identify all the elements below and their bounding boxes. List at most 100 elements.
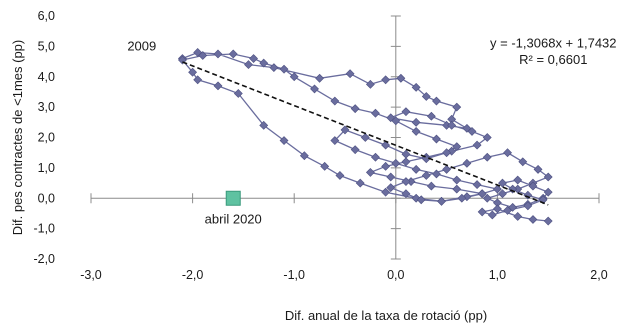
data-point (213, 81, 223, 91)
data-point (426, 111, 436, 121)
data-point (487, 210, 497, 220)
data-point (528, 215, 538, 224)
data-point (421, 171, 431, 180)
x-axis-ticks: -3,0 -2,0 -1,0 0,0 1,0 2,0 (80, 193, 608, 282)
data-point (452, 184, 462, 194)
data-point (543, 172, 553, 182)
data-point (432, 169, 441, 179)
y-tick-label: -2,0 (33, 252, 55, 266)
x-tick-label: 1,0 (489, 268, 506, 282)
data-point (381, 187, 391, 197)
data-point (442, 164, 452, 174)
data-point (193, 75, 203, 85)
data-point (345, 69, 355, 79)
data-point (411, 164, 421, 174)
data-point (386, 183, 396, 193)
y-tick-label: 3,0 (38, 100, 55, 114)
highlight-point (225, 190, 241, 206)
y-tick-label: 4,0 (38, 70, 55, 84)
data-point (447, 120, 457, 130)
data-point (188, 67, 198, 77)
data-point (279, 64, 289, 74)
data-point (371, 152, 380, 162)
data-point (411, 82, 421, 92)
data-point (396, 73, 406, 83)
data-point (360, 133, 370, 142)
data-point (381, 140, 391, 150)
y-tick-label: 5,0 (38, 39, 55, 53)
annotation-label: 2009 (127, 38, 156, 53)
data-point (543, 216, 553, 226)
data-point (523, 201, 533, 211)
data-point (492, 184, 502, 194)
data-point (391, 116, 401, 126)
data-point (482, 133, 492, 142)
data-point (452, 102, 462, 112)
data-point (472, 140, 482, 150)
data-point (299, 151, 309, 161)
data-point (401, 149, 411, 159)
data-point (411, 117, 421, 127)
data-point (452, 142, 462, 152)
y-tick-label: 0,0 (38, 191, 55, 205)
y-axis-ticks: -2,0 -1,0 0,0 1,0 2,0 3,0 4,0 5,0 6,0 (33, 9, 401, 266)
data-point (269, 63, 279, 73)
data-point (320, 161, 330, 171)
data-point (513, 175, 523, 185)
data-point (330, 136, 340, 145)
x-tick-label: 0,0 (387, 268, 404, 282)
data-point (330, 96, 340, 106)
data-point (432, 134, 441, 144)
data-point (467, 127, 477, 136)
data-point (350, 104, 360, 114)
x-tick-label: 2,0 (590, 268, 607, 282)
data-point (350, 145, 360, 155)
y-tick-label: 6,0 (38, 9, 55, 23)
x-tick-label: -3,0 (80, 268, 102, 282)
data-point (437, 196, 446, 206)
data-point (477, 207, 487, 217)
annotation-label: y = -1,3068x + 1,7432 (490, 35, 616, 50)
data-point (340, 125, 350, 135)
data-point (477, 189, 487, 199)
data-point (391, 158, 401, 168)
data-point (518, 157, 528, 167)
y-axis-label: Dif. pes contractes de <1mes (pp) (10, 40, 25, 235)
data-point (228, 49, 238, 59)
data-point (289, 72, 299, 82)
data-point (244, 60, 253, 70)
data-point (513, 212, 523, 221)
data-point (533, 164, 543, 174)
annotation-label: R² = 0,6601 (519, 52, 587, 67)
data-point (492, 204, 502, 214)
data-point (401, 107, 411, 117)
data-point (381, 75, 391, 85)
data-point (457, 193, 467, 203)
y-tick-label: -1,0 (33, 222, 55, 236)
data-point (432, 96, 441, 106)
y-tick-label: 1,0 (38, 161, 55, 175)
data-point (411, 127, 421, 136)
data-point (498, 178, 507, 188)
data-point (482, 152, 492, 162)
annotation-label: abril 2020 (205, 212, 262, 227)
data-point (386, 172, 396, 182)
annotation-layer: 2009 abril 2020 y = -1,3068x + 1,7432 R² = … (127, 35, 616, 226)
data-point (259, 120, 269, 130)
data-point (421, 92, 431, 101)
data-point (472, 180, 482, 190)
data-point (371, 108, 380, 118)
x-axis-label: Dif. anual de la taxa de rotació (pp) (285, 308, 487, 323)
data-point (259, 58, 269, 68)
data-point (213, 49, 223, 59)
data-point (528, 181, 538, 191)
series-layer (178, 48, 553, 226)
data-point (543, 187, 553, 197)
data-point (462, 158, 472, 168)
x-tick-label: -1,0 (283, 268, 305, 282)
data-point (401, 177, 411, 186)
trendline-layer (182, 61, 549, 206)
data-point (498, 189, 507, 199)
data-point (416, 195, 426, 205)
